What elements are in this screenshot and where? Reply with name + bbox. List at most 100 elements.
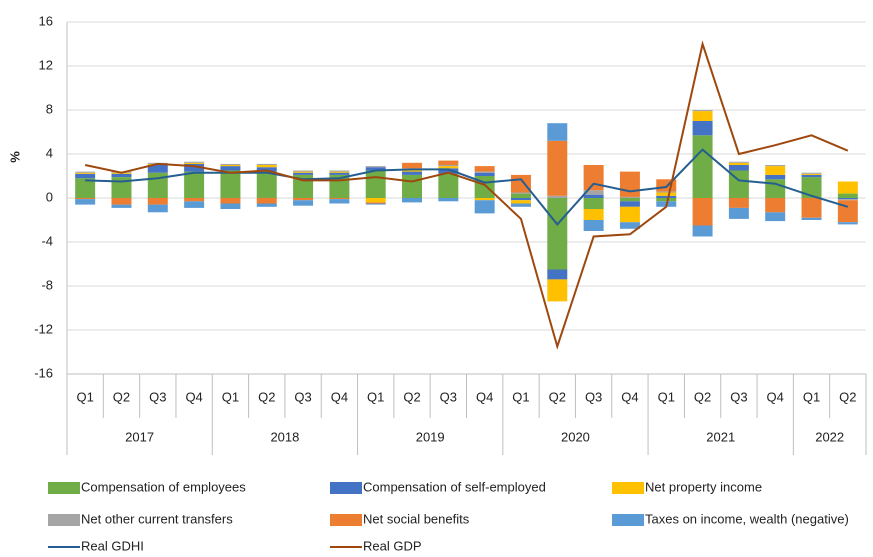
bar-segment (765, 174, 786, 180)
bar-segment (474, 198, 495, 201)
year-label: 2017 (125, 429, 154, 444)
bar-segment (402, 174, 423, 198)
bar-segment (619, 206, 640, 223)
bar-segment (801, 172, 822, 174)
bar-segment (111, 198, 132, 205)
legend-label: Net social benefits (363, 511, 470, 526)
bar-segment (75, 171, 96, 173)
x-tick-label: Q2 (839, 389, 856, 404)
bar-segment (256, 171, 277, 198)
bar-segment (583, 220, 604, 231)
x-tick-label: Q1 (222, 389, 239, 404)
bar-segment (547, 269, 568, 280)
y-tick-label: -12 (34, 321, 53, 336)
bar-segment (438, 166, 459, 169)
bar-segment (801, 177, 822, 198)
bar-segment (329, 170, 350, 172)
bar-segment (728, 198, 749, 208)
bar-segment (365, 167, 386, 171)
bar-segment (402, 171, 423, 175)
bar-segment (837, 199, 858, 201)
bar-segment (329, 198, 350, 200)
bar-segment (801, 173, 822, 175)
bar-segment (111, 173, 132, 178)
legend-label: Compensation of self-employed (363, 479, 546, 494)
y-tick-label: 8 (46, 101, 53, 116)
y-tick-label: 0 (46, 189, 53, 204)
bar-segment (547, 195, 568, 198)
x-tick-label: Q4 (476, 389, 493, 404)
bar-segment (75, 178, 96, 198)
bar-segment (75, 173, 96, 179)
x-tick-label: Q3 (585, 389, 602, 404)
bar-segment (692, 121, 713, 136)
bar-segment (510, 198, 531, 201)
legend-swatch (330, 514, 362, 526)
bar-segment (619, 196, 640, 198)
bar-segment (619, 171, 640, 197)
bar-segment (765, 212, 786, 222)
bar-segment (220, 170, 241, 198)
bar-segment (510, 192, 531, 194)
bar-segment (474, 171, 495, 173)
x-tick-label: Q4 (621, 389, 638, 404)
bar-segment (147, 198, 168, 205)
bar-segment (728, 207, 749, 219)
year-label: 2022 (815, 429, 844, 444)
x-tick-label: Q1 (803, 389, 820, 404)
bar-segment (365, 198, 386, 203)
bar-segment (402, 162, 423, 169)
bar-segment (692, 135, 713, 198)
bar-segment (293, 171, 314, 173)
bar-segment (402, 198, 423, 203)
bar-segment (184, 163, 205, 172)
legend-label: Real GDP (363, 538, 422, 553)
bar-segment (692, 198, 713, 226)
bar-segment (184, 198, 205, 202)
bar-segment (583, 198, 604, 209)
bar-segment (656, 198, 677, 202)
bar-segment (256, 198, 277, 204)
bar-segment (365, 202, 386, 204)
legend-label: Net other current transfers (81, 511, 233, 526)
bar-segment (329, 199, 350, 204)
line-series (85, 148, 849, 226)
bar-segment (837, 181, 858, 194)
x-tick-label: Q2 (113, 389, 130, 404)
bar-segment (510, 203, 531, 207)
bar-segment (728, 165, 749, 171)
bar-segment (438, 198, 459, 202)
bar-segment (220, 166, 241, 171)
bar-segment (656, 192, 677, 196)
bar-segment (256, 203, 277, 207)
bar-segment (75, 172, 96, 174)
bar-segment (728, 162, 749, 165)
bar-segment (438, 165, 459, 167)
x-tick-label: Q1 (512, 389, 529, 404)
x-tick-label: Q3 (149, 389, 166, 404)
x-tick-label: Q2 (694, 389, 711, 404)
bar-segment (75, 198, 96, 200)
bar-segment (837, 198, 858, 200)
x-tick-label: Q1 (658, 389, 675, 404)
legend-label: Net property income (645, 479, 762, 494)
bar-segment (75, 199, 96, 205)
bar-segment (293, 170, 314, 172)
bar-segment (402, 169, 423, 172)
bar-segment (220, 163, 241, 165)
x-tick-label: Q2 (549, 389, 566, 404)
bar-segment (329, 171, 350, 173)
legend-swatch (612, 482, 644, 494)
bar-segment (147, 165, 168, 173)
bar-segment (619, 198, 640, 202)
bar-segment (547, 140, 568, 196)
year-label: 2020 (561, 429, 590, 444)
year-label: 2018 (270, 429, 299, 444)
y-axis-label: % (7, 151, 22, 163)
bar-segment (256, 167, 277, 172)
year-label: 2019 (416, 429, 445, 444)
bar-segment (220, 165, 241, 167)
bar-segment (438, 160, 459, 165)
